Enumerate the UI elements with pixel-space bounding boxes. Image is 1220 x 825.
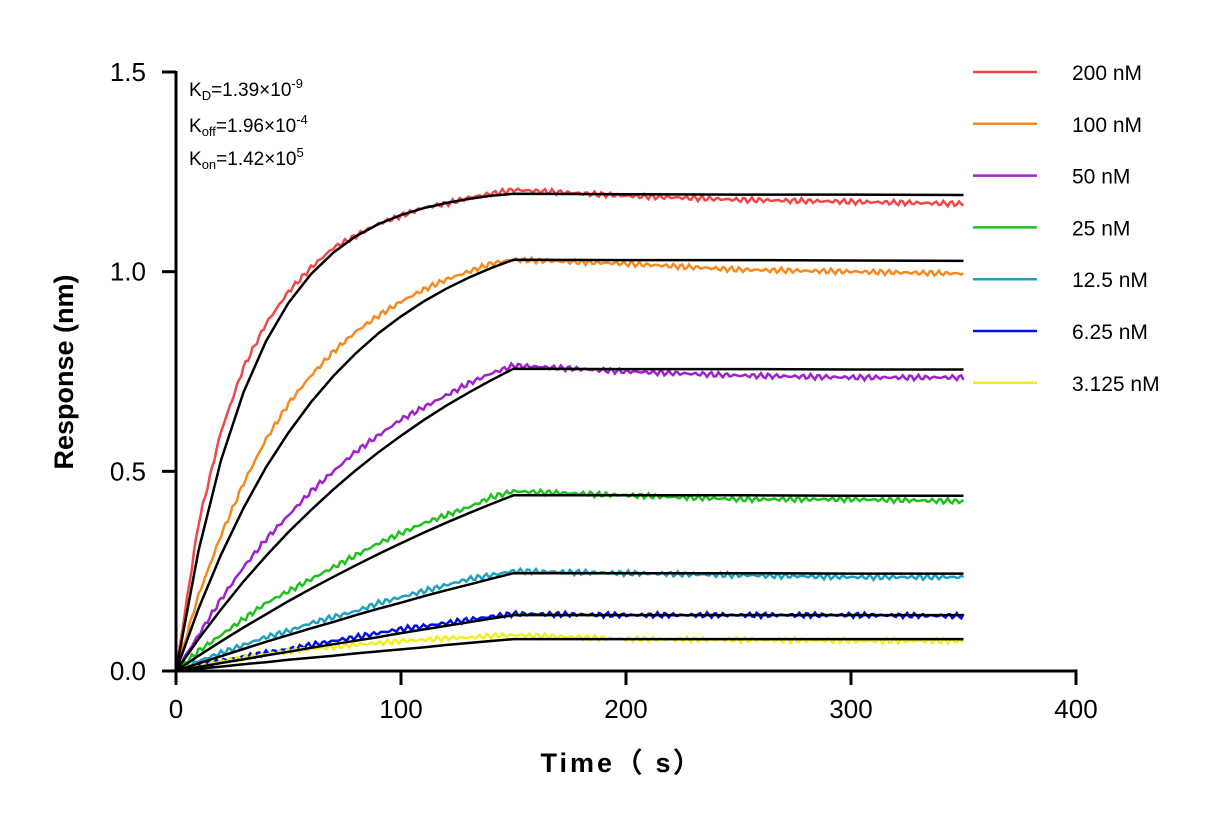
legend-label: 6.25 nM bbox=[1072, 321, 1148, 344]
legend-label: 100 nM bbox=[1072, 114, 1142, 137]
axes: 0 100 200 300 400 0.0 0.5 1.0 1.5 bbox=[110, 57, 1098, 724]
koff-value: =1.96×10 bbox=[215, 116, 297, 137]
x-tick-label: 100 bbox=[379, 694, 422, 724]
fit-line-12.5-nM bbox=[175, 571, 964, 673]
koff-exponent: -4 bbox=[296, 112, 308, 127]
kd-value: =1.39×10 bbox=[211, 80, 292, 101]
legend-item: 12.5 nM bbox=[973, 269, 1148, 292]
y-tick-label: 0.0 bbox=[110, 656, 146, 686]
koff-symbol: K bbox=[189, 116, 202, 137]
series-line-12.5-nM bbox=[175, 566, 965, 673]
fit-line-6.25-nM bbox=[175, 613, 964, 673]
legend-label: 3.125 nM bbox=[1072, 373, 1160, 396]
legend-item: 100 nM bbox=[973, 114, 1142, 137]
koff-subscript: off bbox=[201, 124, 216, 139]
x-tick-label: 0 bbox=[169, 694, 183, 724]
x-tick-label: 200 bbox=[604, 694, 647, 724]
y-tick-label: 1.0 bbox=[110, 257, 146, 287]
kon-subscript: on bbox=[201, 157, 217, 172]
legend-label: 12.5 nM bbox=[1072, 269, 1148, 292]
kd-subscript: D bbox=[201, 88, 212, 103]
legend-item: 6.25 nM bbox=[973, 321, 1148, 344]
kd-exponent: -9 bbox=[291, 76, 303, 91]
legend-item: 50 nM bbox=[973, 166, 1130, 189]
y-axis-title: Response (nm) bbox=[49, 274, 79, 469]
legend: 200 nM 100 nM 50 nM 25 nM 12.5 nM 6.25 nM 3.12… bbox=[973, 62, 1160, 396]
curves bbox=[174, 186, 965, 673]
x-tick-label: 300 bbox=[829, 694, 872, 724]
kd-symbol: K bbox=[189, 80, 202, 101]
y-tick-label: 0.5 bbox=[110, 456, 146, 486]
legend-item: 25 nM bbox=[973, 217, 1130, 240]
kon-value: =1.42×10 bbox=[216, 149, 297, 170]
series-line-25-nM bbox=[175, 487, 965, 672]
legend-label: 25 nM bbox=[1072, 217, 1130, 240]
series-line-50-nM bbox=[174, 361, 965, 672]
fit-line-3.125-nM bbox=[175, 637, 964, 673]
koff-annotation: Koff=1.96×10-4 bbox=[189, 113, 308, 138]
fit-line-200-nM bbox=[174, 192, 964, 672]
series-line-200-nM bbox=[174, 186, 965, 672]
kd-annotation: KD=1.39×10-9 bbox=[189, 77, 303, 102]
series-line-100-nM bbox=[174, 255, 965, 672]
legend-label: 200 nM bbox=[1072, 62, 1142, 85]
fit-line-25-nM bbox=[175, 494, 964, 673]
legend-label: 50 nM bbox=[1072, 166, 1130, 189]
x-tick-label: 400 bbox=[1054, 694, 1097, 724]
legend-item: 200 nM bbox=[973, 62, 1142, 85]
legend-item: 3.125 nM bbox=[973, 373, 1160, 396]
fit-line-50-nM bbox=[174, 367, 964, 672]
fit-line-100-nM bbox=[174, 258, 964, 672]
kon-exponent: 5 bbox=[296, 145, 304, 160]
x-axis-title: Time（ s） bbox=[540, 748, 703, 778]
kon-symbol: K bbox=[189, 149, 202, 170]
series-line-3.125-nM bbox=[175, 631, 964, 673]
kon-annotation: Kon=1.42×105 bbox=[189, 146, 304, 171]
y-tick-label: 1.5 bbox=[110, 57, 146, 87]
